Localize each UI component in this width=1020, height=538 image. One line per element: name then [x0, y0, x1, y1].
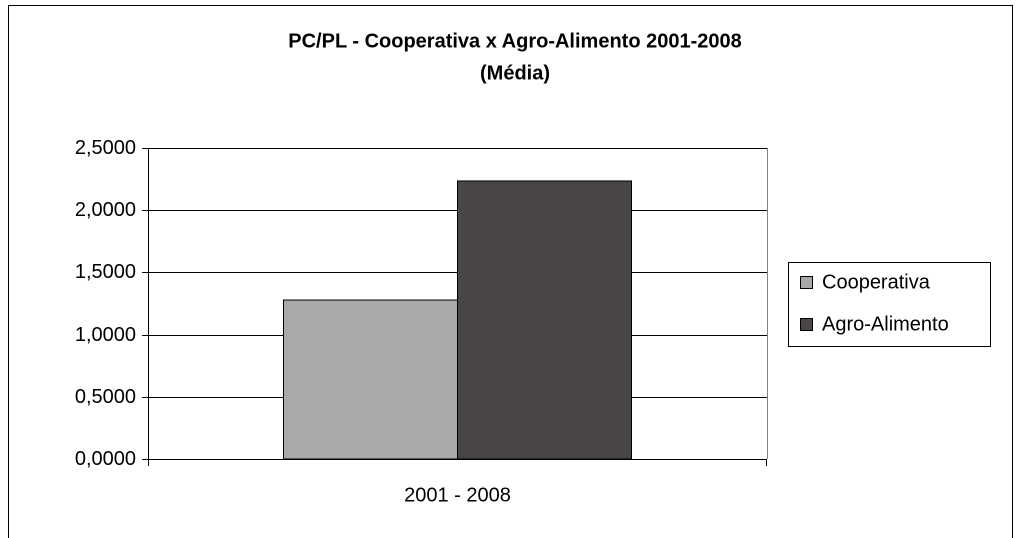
legend-swatch	[800, 276, 813, 289]
x-tick-label: 2001 - 2008	[404, 484, 511, 506]
legend-label: Cooperativa	[822, 271, 931, 293]
y-tick-label: 1,5000	[75, 261, 136, 283]
bar	[457, 180, 632, 460]
chart-subtitle: (Média)	[480, 62, 550, 84]
y-tick-label: 0,5000	[75, 386, 136, 408]
y-tick-label: 0,0000	[75, 448, 136, 470]
bar	[283, 299, 458, 460]
chart-title: PC/PL - Cooperativa x Agro-Alimento 2001…	[288, 30, 741, 52]
y-tick-label: 2,5000	[75, 137, 136, 159]
y-tick-label: 2,0000	[75, 199, 136, 221]
y-tick-label: 1,0000	[75, 324, 136, 346]
legend-swatch	[800, 318, 813, 331]
legend-label: Agro-Alimento	[822, 313, 949, 335]
legend-box	[788, 262, 991, 347]
